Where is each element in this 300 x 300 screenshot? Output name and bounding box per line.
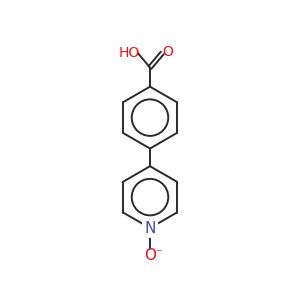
Text: O: O bbox=[144, 248, 156, 263]
Text: HO: HO bbox=[119, 46, 140, 60]
Text: N: N bbox=[144, 220, 156, 236]
Text: O: O bbox=[162, 45, 173, 59]
Text: ⁻: ⁻ bbox=[155, 248, 162, 260]
